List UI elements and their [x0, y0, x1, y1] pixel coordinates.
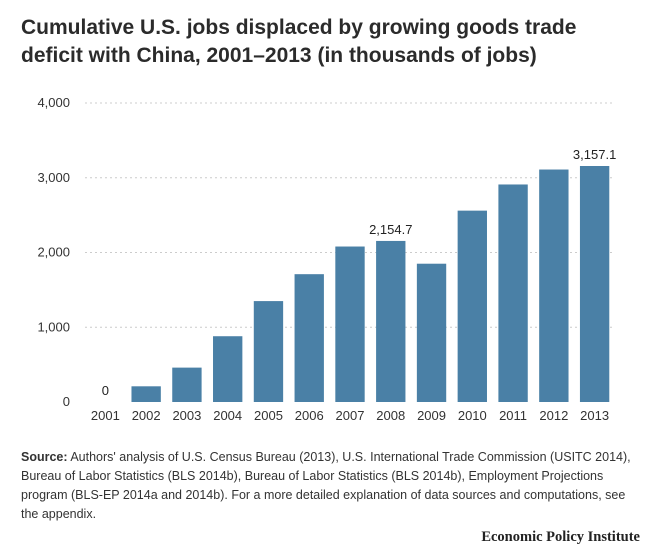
- bar-2005: [253, 301, 284, 402]
- bar-2010: [457, 210, 487, 402]
- data-label: 3,157.1: [573, 147, 616, 162]
- source-label: Source:: [21, 450, 68, 464]
- x-tick-label: 2007: [336, 408, 365, 423]
- x-tick-label: 2010: [458, 408, 487, 423]
- y-tick-label: 3,000: [37, 170, 70, 185]
- x-tick-label: 2001: [91, 408, 120, 423]
- x-tick-label: 2006: [295, 408, 324, 423]
- bar-2013: [579, 166, 610, 402]
- bar-2006: [294, 274, 324, 402]
- x-tick-label: 2003: [172, 408, 201, 423]
- bar-2011: [498, 184, 528, 402]
- bar-2009: [416, 263, 447, 402]
- bar-2002: [131, 386, 161, 402]
- bar-2004: [213, 336, 243, 402]
- x-tick-label: 2009: [417, 408, 446, 423]
- bar-2003: [172, 367, 202, 402]
- source-text: Authors' analysis of U.S. Census Bureau …: [21, 450, 631, 521]
- x-tick-label: 2008: [376, 408, 405, 423]
- chart-title: Cumulative U.S. jobs displaced by growin…: [21, 16, 577, 67]
- x-tick-label: 2005: [254, 408, 283, 423]
- bar-2007: [335, 246, 365, 402]
- y-tick-label: 1,000: [37, 319, 70, 334]
- bar-chart: 0 1,000 2,000 3,000 4,000 2001 2002 2003 2004 200…: [37, 95, 616, 423]
- y-tick-label: 0: [63, 394, 70, 409]
- x-tick-label: 2011: [499, 408, 527, 423]
- data-label: 0: [102, 383, 109, 398]
- x-tick-label: 2004: [213, 408, 242, 423]
- y-tick-label: 4,000: [37, 95, 70, 110]
- x-tick-label: 2012: [539, 408, 568, 423]
- y-tick-label: 2,000: [37, 245, 70, 260]
- data-label: 2,154.7: [369, 222, 412, 237]
- brand-logo: Economic Policy Institute: [481, 529, 640, 545]
- x-tick-label: 2002: [132, 408, 161, 423]
- source-note: Source: Authors' analysis of U.S. Census…: [21, 448, 636, 524]
- bar-2012: [539, 169, 569, 402]
- bar-2008: [376, 240, 406, 402]
- x-tick-label: 2013: [580, 408, 609, 423]
